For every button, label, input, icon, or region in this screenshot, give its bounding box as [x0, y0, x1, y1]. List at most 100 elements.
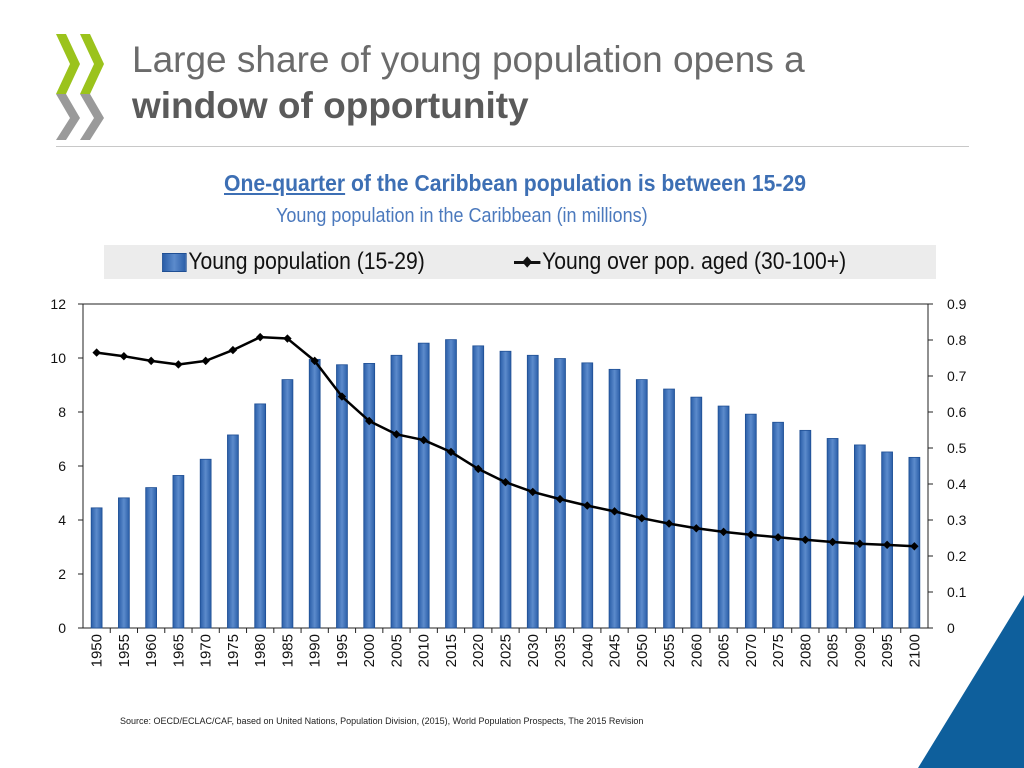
title-divider	[56, 146, 969, 147]
y-left-tick-label: 0	[58, 620, 66, 636]
line-point	[446, 447, 456, 457]
y-right-tick-label: 0.4	[947, 476, 967, 492]
legend-item-bars: Young population (15-29)	[162, 248, 425, 276]
x-tick-label: 2090	[852, 634, 869, 667]
x-tick-label: 2020	[470, 634, 487, 667]
x-tick-label: 1960	[143, 634, 160, 667]
x-tick-label: 2055	[661, 634, 678, 667]
y-left-tick-label: 12	[50, 296, 66, 312]
line-point	[337, 392, 347, 401]
x-tick-label: 2100	[906, 634, 923, 667]
x-tick-label: 2045	[607, 634, 624, 667]
bar	[172, 475, 185, 629]
y-right-tick-label: 0.2	[947, 548, 967, 564]
line-point	[92, 348, 101, 357]
slide-title: Large share of young population opens a …	[132, 38, 805, 130]
x-tick-label: 2080	[797, 634, 814, 667]
y-right-tick-label: 0.8	[947, 332, 967, 348]
title-line-1: Large share of young population opens a	[132, 39, 805, 80]
x-tick-label: 1995	[334, 634, 351, 667]
line-point	[228, 345, 238, 355]
x-tick-label: 2005	[388, 634, 405, 667]
line-point	[583, 501, 592, 510]
y-right-tick-label: 0.6	[947, 404, 967, 420]
x-tick-label: 2035	[552, 634, 569, 667]
bar	[826, 438, 839, 629]
bar	[390, 354, 403, 629]
line-point	[692, 524, 701, 533]
bar	[199, 458, 212, 629]
oecd-chevron-logo	[56, 34, 104, 140]
line-point	[855, 539, 865, 548]
line-point	[501, 478, 510, 487]
bar	[799, 429, 812, 629]
x-tick-label: 1985	[279, 634, 296, 667]
bar	[854, 444, 866, 629]
bar	[227, 434, 239, 629]
line-point	[555, 494, 565, 504]
bar	[635, 379, 648, 629]
y-left-tick-label: 6	[58, 458, 66, 474]
chart-title-underlined: One-quarter	[224, 170, 346, 196]
bar	[608, 368, 621, 629]
bar	[581, 362, 594, 629]
corner-decoration	[918, 595, 1024, 768]
x-tick-label: 2010	[416, 634, 433, 667]
y-left-tick-label: 2	[58, 566, 66, 582]
x-tick-label: 2000	[361, 634, 378, 667]
line-point	[637, 514, 646, 523]
line-point	[801, 535, 810, 544]
bar	[90, 507, 103, 629]
x-tick-label: 2050	[634, 634, 651, 667]
title-line-2: window of opportunity	[132, 85, 529, 126]
line-point	[474, 464, 483, 474]
bar	[881, 451, 893, 629]
x-tick-label: 1970	[198, 634, 215, 667]
chart-legend: Young population (15-29) Young over pop.…	[104, 245, 936, 279]
y-right-tick-label: 0.9	[947, 296, 967, 312]
line-point	[201, 356, 210, 366]
x-tick-label: 2065	[716, 634, 733, 667]
bar	[744, 413, 757, 629]
x-tick-label: 2070	[743, 634, 760, 667]
bar	[499, 350, 512, 629]
y-left-tick-label: 8	[58, 404, 66, 420]
line-point	[528, 487, 537, 497]
bar	[254, 403, 267, 629]
line-point	[746, 530, 756, 539]
x-tick-label: 2025	[498, 634, 515, 667]
x-tick-label: 2060	[688, 634, 705, 667]
bar	[472, 345, 485, 629]
bar	[118, 497, 130, 629]
legend-label-bars: Young population (15-29)	[188, 248, 425, 275]
x-tick-label: 1990	[307, 634, 324, 667]
x-tick-label: 1950	[89, 634, 106, 667]
bar	[308, 358, 321, 629]
y-right-tick-label: 0	[947, 620, 955, 636]
x-tick-label: 2095	[879, 634, 896, 667]
bar	[554, 358, 566, 629]
x-tick-label: 2085	[825, 634, 842, 667]
bar	[690, 396, 703, 629]
line-point	[174, 360, 183, 369]
line-point	[283, 334, 292, 343]
line-point	[719, 527, 728, 537]
legend-item-line: Young over pop. aged (30-100+)	[514, 248, 846, 276]
line-point	[119, 352, 129, 361]
line-point	[882, 540, 892, 550]
line-point	[828, 537, 837, 547]
line-point	[664, 519, 674, 528]
chart-title-rest: of the Caribbean population is between 1…	[345, 170, 807, 196]
chart-subtitle: Young population in the Caribbean (in mi…	[276, 205, 648, 227]
line-point	[910, 542, 919, 551]
legend-line-swatch	[514, 255, 541, 269]
bar	[445, 339, 457, 629]
line-point	[610, 507, 619, 516]
y-right-tick-label: 0.3	[947, 512, 967, 528]
x-tick-label: 2015	[443, 634, 460, 667]
y-right-tick-label: 0.1	[947, 584, 967, 600]
y-left-tick-label: 10	[50, 350, 66, 366]
x-tick-label: 1965	[170, 634, 187, 667]
legend-bar-swatch	[162, 252, 187, 272]
